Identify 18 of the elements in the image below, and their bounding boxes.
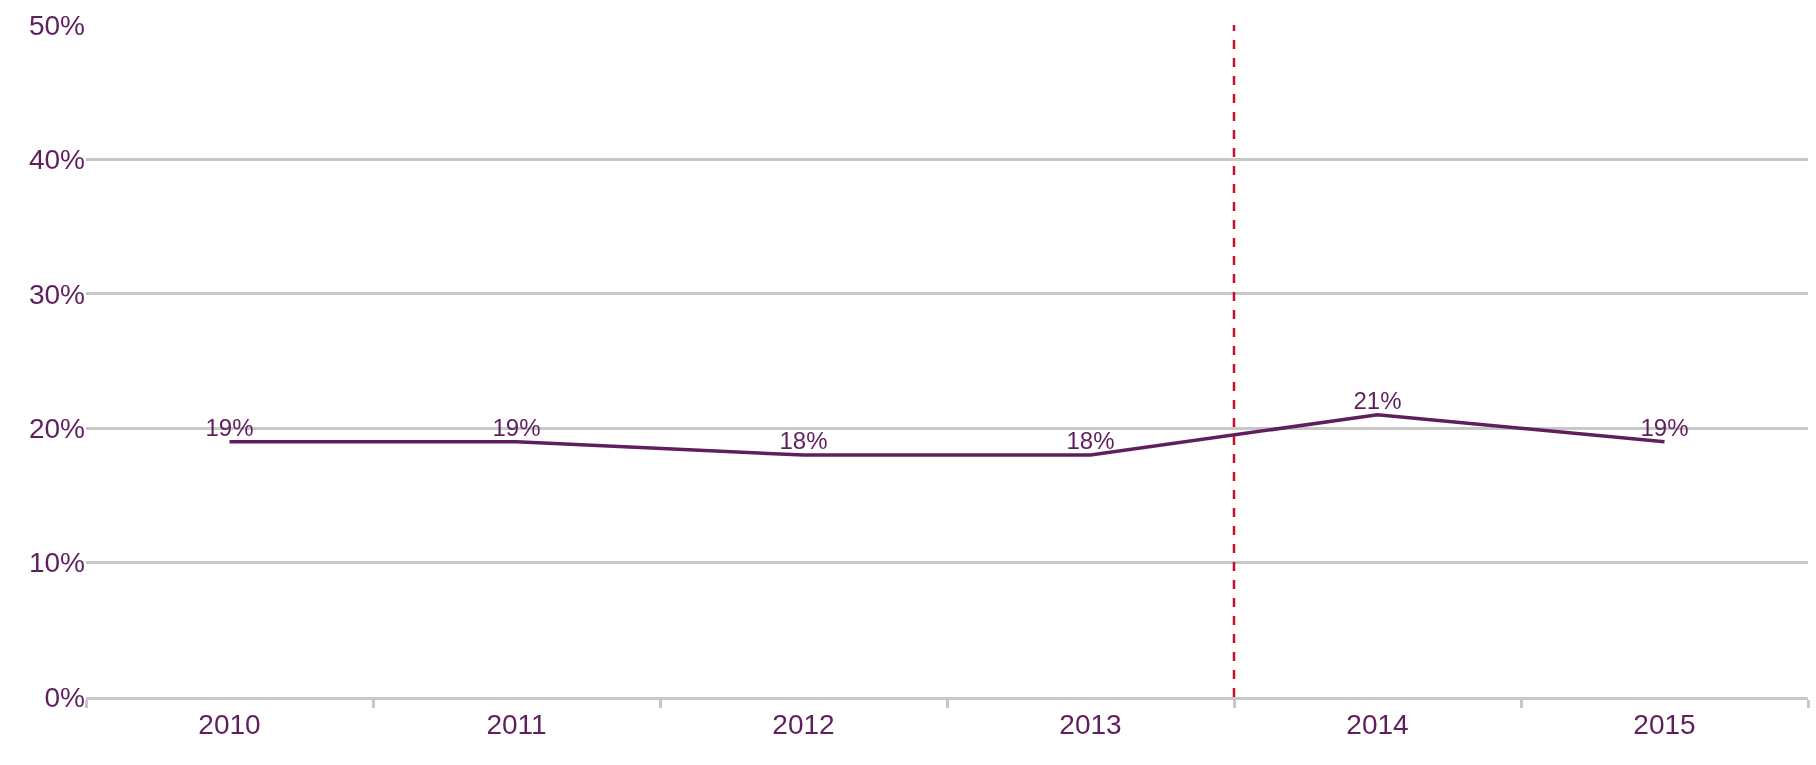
data-label: 19% (205, 413, 254, 441)
x-tick-label: 2014 (1346, 708, 1409, 740)
y-tick-label: 40% (28, 144, 85, 176)
y-tick-label: 0% (44, 681, 85, 713)
y-tick-label: 50% (28, 9, 85, 41)
x-tick-label: 2010 (198, 708, 261, 740)
x-tick-label: 2012 (772, 708, 835, 740)
data-label: 18% (779, 427, 828, 455)
data-label: 19% (492, 413, 541, 441)
x-tick-label: 2013 (1059, 708, 1122, 740)
data-label: 19% (1640, 413, 1689, 441)
data-label: 18% (1066, 427, 1115, 455)
data-label: 21% (1353, 386, 1402, 414)
y-tick-label: 10% (28, 547, 85, 579)
x-tick-label: 2015 (1633, 708, 1696, 740)
y-tick-label: 30% (28, 278, 85, 310)
x-tick-label: 2011 (486, 708, 547, 740)
y-tick-label: 20% (28, 413, 85, 444)
